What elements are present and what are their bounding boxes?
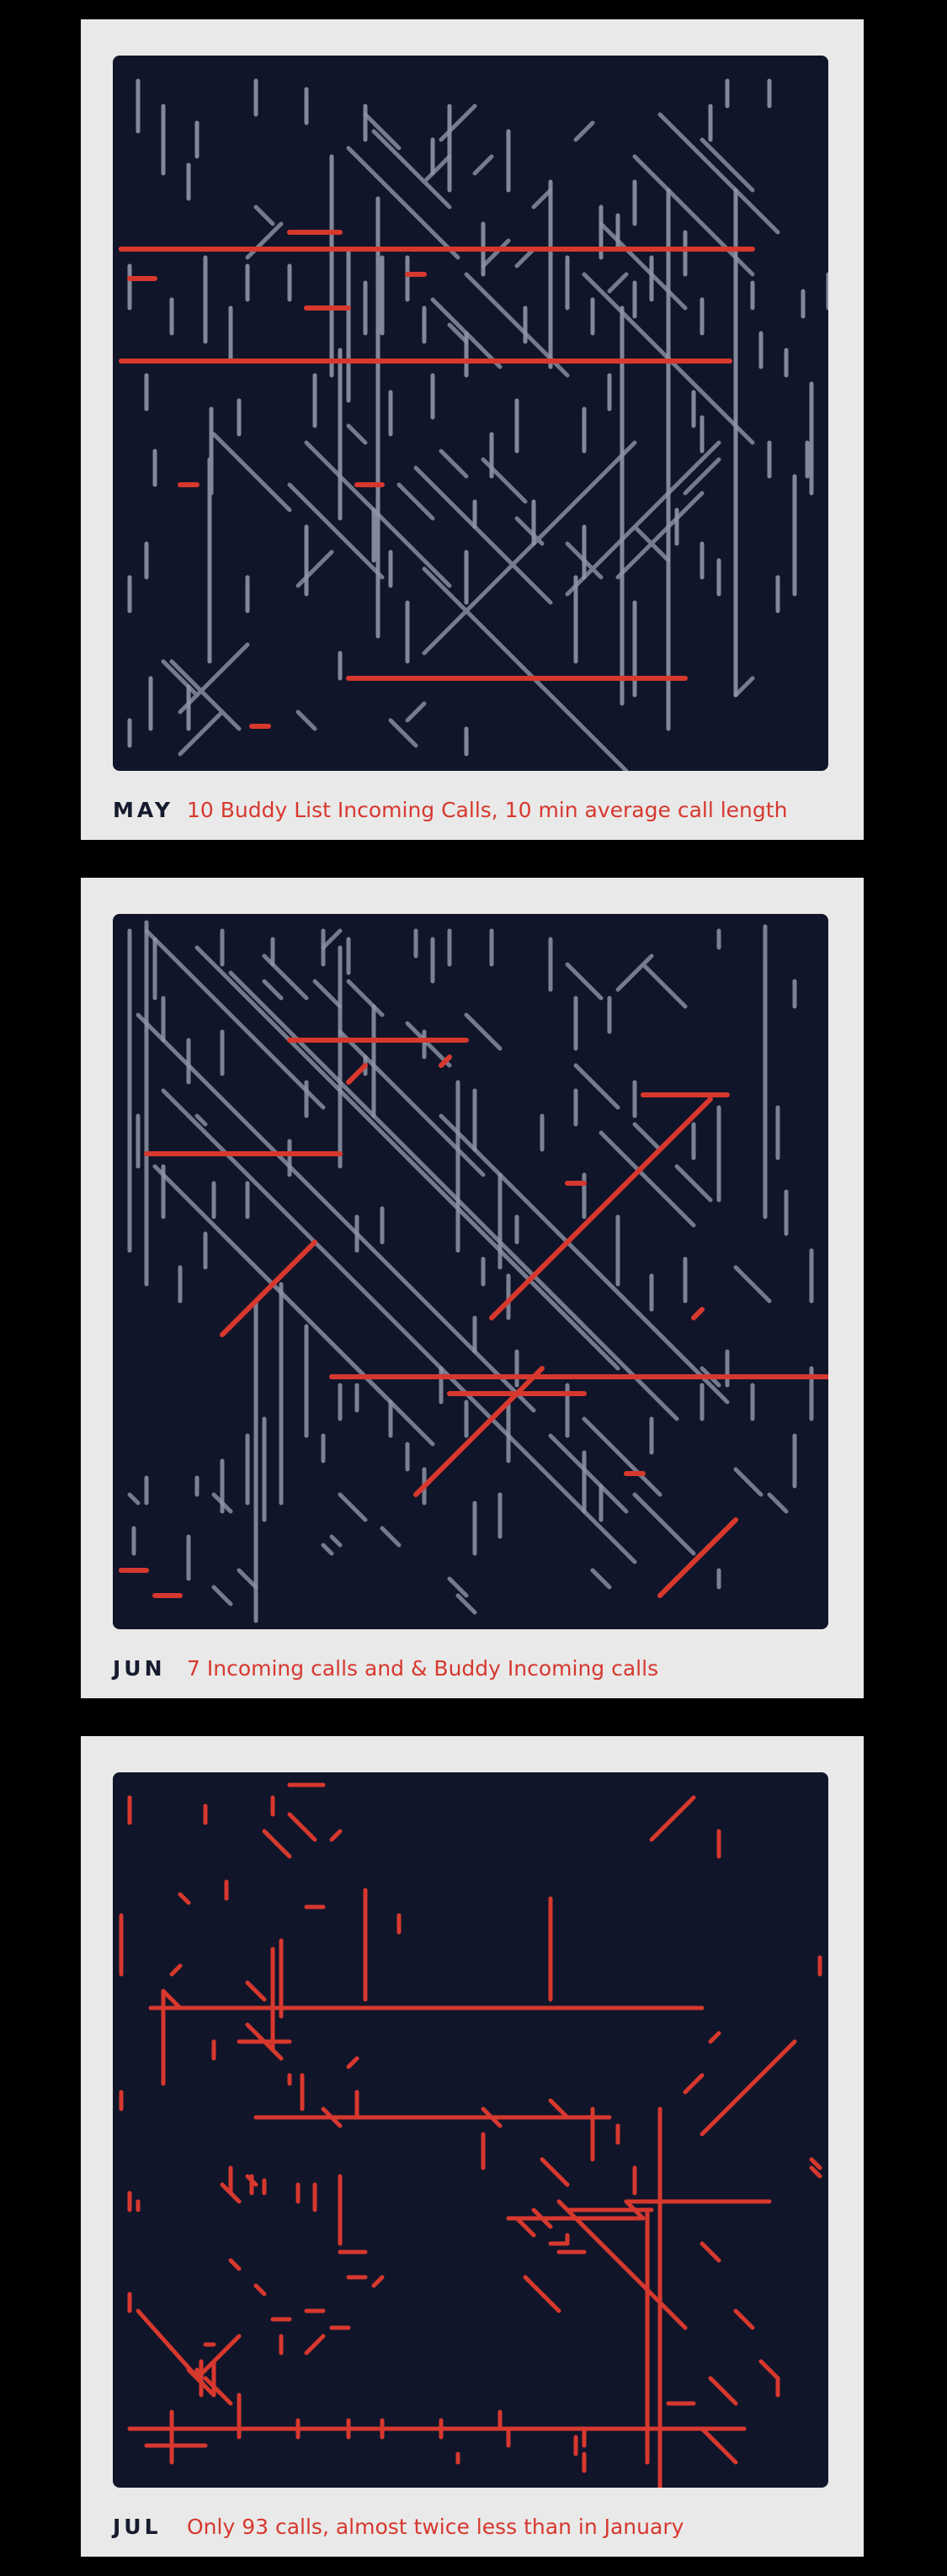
panel-caption: JUL Only 93 calls, almost twice less tha… xyxy=(113,2510,684,2542)
line-art-canvas-jun xyxy=(113,914,828,1629)
line-art-jul xyxy=(119,1782,822,2488)
month-panel-jul: JUL Only 93 calls, almost twice less tha… xyxy=(81,1736,864,2557)
panel-description: Only 93 calls, almost twice less than in… xyxy=(187,2514,684,2539)
month-label: JUN xyxy=(113,1655,166,1681)
line-art-canvas-may xyxy=(113,56,828,771)
panel-caption: JUN 7 Incoming calls and & Buddy Incomin… xyxy=(113,1652,658,1684)
line-art-canvas-jul xyxy=(113,1772,828,2488)
panel-caption: MAY 10 Buddy List Incoming Calls, 10 min… xyxy=(113,794,787,826)
month-panel-may: MAY 10 Buddy List Incoming Calls, 10 min… xyxy=(81,19,864,840)
line-art-may xyxy=(119,78,828,771)
month-panel-jun: JUN 7 Incoming calls and & Buddy Incomin… xyxy=(81,878,864,1698)
month-label: MAY xyxy=(113,797,173,822)
panel-description: 10 Buddy List Incoming Calls, 10 min ave… xyxy=(187,797,788,822)
line-art-jun xyxy=(119,920,828,1623)
panel-description: 7 Incoming calls and & Buddy Incoming ca… xyxy=(187,1655,659,1681)
month-label: JUL xyxy=(113,2514,162,2539)
